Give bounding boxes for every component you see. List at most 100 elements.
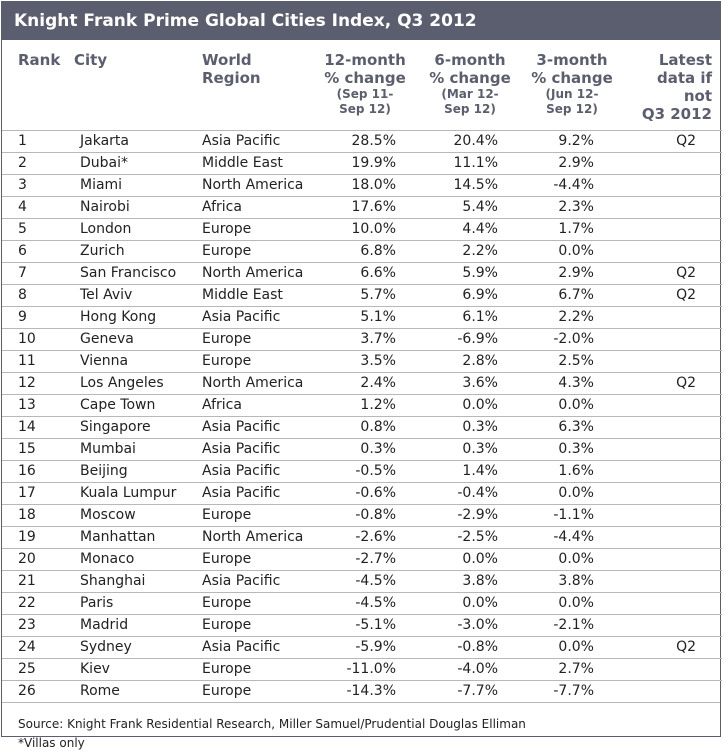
change-3-month-cell: 2.3% bbox=[520, 195, 624, 218]
table-row: 3 Miami North America 18.0% 14.5% -4.4% bbox=[2, 173, 722, 196]
rank-cell: 13 bbox=[2, 393, 62, 416]
city-cell: Beijing bbox=[62, 459, 188, 482]
table-row: 10 Geneva Europe 3.7% -6.9% -2.0% bbox=[2, 327, 722, 350]
source-note: Source: Knight Frank Residential Researc… bbox=[18, 716, 526, 731]
region-cell: Europe bbox=[188, 679, 310, 702]
rank-cell: 18 bbox=[2, 503, 62, 526]
table-row: 19 Manhattan North America -2.6% -2.5% -4.4% bbox=[2, 525, 722, 548]
table-row: 2 Dubai* Middle East 19.9% 11.1% 2.9% bbox=[2, 151, 722, 174]
table-row: 15 Mumbai Asia Pacific 0.3% 0.3% 0.3% bbox=[2, 437, 722, 460]
change-6-month-cell: 5.4% bbox=[420, 195, 520, 218]
change-3-month-cell: -4.4% bbox=[520, 525, 624, 548]
change-3-month-cell: 6.3% bbox=[520, 415, 624, 438]
latest-data-cell bbox=[624, 437, 722, 460]
latest-data-cell bbox=[624, 481, 722, 504]
change-3-month-cell: -7.7% bbox=[520, 679, 624, 702]
latest-data-cell bbox=[624, 591, 722, 614]
latest-data-cell bbox=[624, 217, 722, 240]
change-3-month-cell: 1.7% bbox=[520, 217, 624, 240]
city-cell: Monaco bbox=[62, 547, 188, 570]
change-3-month-cell: -4.4% bbox=[520, 173, 624, 196]
change-12-month-cell: -0.8% bbox=[310, 503, 420, 526]
city-cell: Sydney bbox=[62, 635, 188, 658]
change-12-month-cell: -2.7% bbox=[310, 547, 420, 570]
change-6-month-cell: 1.4% bbox=[420, 459, 520, 482]
change-6-month-cell: 3.6% bbox=[420, 371, 520, 394]
rank-cell: 6 bbox=[2, 239, 62, 262]
change-6-month-cell: 2.2% bbox=[420, 239, 520, 262]
change-6-month-cell: 11.1% bbox=[420, 151, 520, 174]
change-3-month-cell: 0.0% bbox=[520, 393, 624, 416]
table-row: 14 Singapore Asia Pacific 0.8% 0.3% 6.3% bbox=[2, 415, 722, 438]
change-3-month-cell: 1.6% bbox=[520, 459, 624, 482]
change-6-month-cell: 0.3% bbox=[420, 437, 520, 460]
change-12-month-cell: 0.3% bbox=[310, 437, 420, 460]
latest-data-cell bbox=[624, 459, 722, 482]
change-3-month-cell: -1.1% bbox=[520, 503, 624, 526]
change-3-month-cell: 9.2% bbox=[520, 129, 624, 152]
latest-data-cell: Q2 bbox=[624, 261, 722, 284]
rank-cell: 25 bbox=[2, 657, 62, 680]
latest-data-cell bbox=[624, 657, 722, 680]
rank-cell: 21 bbox=[2, 569, 62, 592]
rank-cell: 4 bbox=[2, 195, 62, 218]
region-cell: Asia Pacific bbox=[188, 459, 310, 482]
rank-cell: 20 bbox=[2, 547, 62, 570]
table-row: 7 San Francisco North America 6.6% 5.9% 2.9% Q… bbox=[2, 261, 722, 284]
rank-cell: 7 bbox=[2, 261, 62, 284]
header-world-region: World Region bbox=[202, 51, 261, 87]
region-cell: Asia Pacific bbox=[188, 481, 310, 504]
change-3-month-cell: 2.9% bbox=[520, 261, 624, 284]
region-cell: North America bbox=[188, 173, 310, 196]
table-row: 23 Madrid Europe -5.1% -3.0% -2.1% bbox=[2, 613, 722, 636]
change-6-month-cell: -6.9% bbox=[420, 327, 520, 350]
change-12-month-cell: 17.6% bbox=[310, 195, 420, 218]
change-3-month-cell: 2.2% bbox=[520, 305, 624, 328]
change-6-month-cell: -7.7% bbox=[420, 679, 520, 702]
latest-data-cell bbox=[624, 239, 722, 262]
change-12-month-cell: 0.8% bbox=[310, 415, 420, 438]
change-12-month-cell: 3.7% bbox=[310, 327, 420, 350]
city-cell: Hong Kong bbox=[62, 305, 188, 328]
change-3-month-cell: 0.0% bbox=[520, 239, 624, 262]
city-cell: Shanghai bbox=[62, 569, 188, 592]
change-6-month-cell: 6.9% bbox=[420, 283, 520, 306]
latest-data-cell bbox=[624, 569, 722, 592]
header-rank: Rank bbox=[18, 51, 61, 69]
region-cell: Europe bbox=[188, 657, 310, 680]
region-cell: Asia Pacific bbox=[188, 129, 310, 152]
region-cell: Middle East bbox=[188, 283, 310, 306]
rank-cell: 8 bbox=[2, 283, 62, 306]
change-6-month-cell: -0.8% bbox=[420, 635, 520, 658]
rank-cell: 19 bbox=[2, 525, 62, 548]
change-12-month-cell: 10.0% bbox=[310, 217, 420, 240]
region-cell: North America bbox=[188, 261, 310, 284]
table-footer: Source: Knight Frank Residential Researc… bbox=[2, 701, 720, 753]
change-6-month-cell: -0.4% bbox=[420, 481, 520, 504]
change-3-month-cell: 2.7% bbox=[520, 657, 624, 680]
region-cell: North America bbox=[188, 371, 310, 394]
city-cell: Zurich bbox=[62, 239, 188, 262]
rank-cell: 10 bbox=[2, 327, 62, 350]
change-12-month-cell: 1.2% bbox=[310, 393, 420, 416]
city-cell: San Francisco bbox=[62, 261, 188, 284]
change-12-month-cell: -14.3% bbox=[310, 679, 420, 702]
latest-data-cell bbox=[624, 613, 722, 636]
latest-data-cell bbox=[624, 173, 722, 196]
rank-cell: 22 bbox=[2, 591, 62, 614]
change-12-month-cell: -2.6% bbox=[310, 525, 420, 548]
region-cell: Africa bbox=[188, 393, 310, 416]
rank-cell: 23 bbox=[2, 613, 62, 636]
rank-cell: 2 bbox=[2, 151, 62, 174]
table-row: 24 Sydney Asia Pacific -5.9% -0.8% 0.0% Q2 bbox=[2, 635, 722, 658]
region-cell: Europe bbox=[188, 349, 310, 372]
change-3-month-cell: 0.0% bbox=[520, 635, 624, 658]
table-row: 20 Monaco Europe -2.7% 0.0% 0.0% bbox=[2, 547, 722, 570]
table-row: 11 Vienna Europe 3.5% 2.8% 2.5% bbox=[2, 349, 722, 372]
change-6-month-cell: 3.8% bbox=[420, 569, 520, 592]
city-cell: Cape Town bbox=[62, 393, 188, 416]
header-6-month-change: 6-month% change (Mar 12- Sep 12) bbox=[429, 51, 511, 116]
rank-cell: 16 bbox=[2, 459, 62, 482]
rank-cell: 15 bbox=[2, 437, 62, 460]
table-row: 26 Rome Europe -14.3% -7.7% -7.7% bbox=[2, 679, 722, 702]
